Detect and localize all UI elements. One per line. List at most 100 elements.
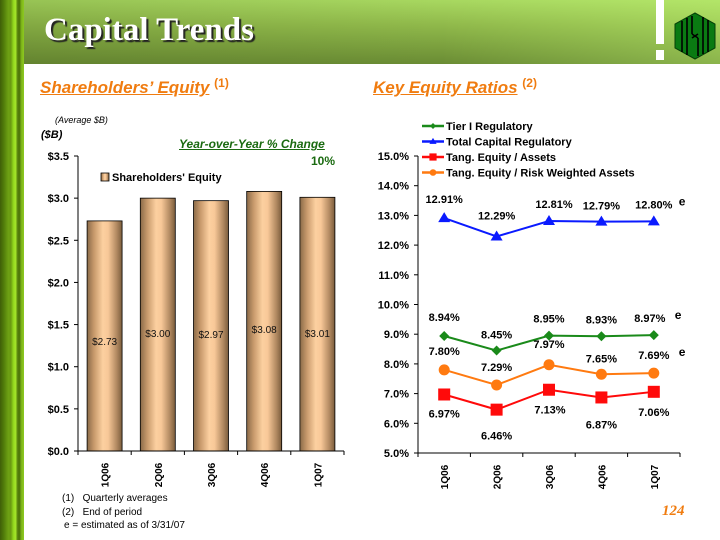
line-y-tick-label: 9.0% bbox=[384, 329, 409, 341]
legend-entry: Total Capital Regulatory bbox=[422, 137, 573, 149]
line-y-tick-label: 10.0% bbox=[378, 300, 409, 312]
bar-data-label: $3.08 bbox=[252, 325, 277, 336]
bar-x-tick-label: 2Q06 bbox=[154, 462, 165, 487]
legend-swatch bbox=[100, 172, 110, 182]
data-label: 6.46% bbox=[481, 431, 512, 443]
bar-y-tick-label: $0.5 bbox=[48, 404, 69, 416]
square-marker bbox=[429, 153, 437, 161]
data-label: 6.87% bbox=[586, 419, 617, 431]
bar-data-label: $3.00 bbox=[145, 329, 170, 340]
legend-entry: Tang. Equity / Assets bbox=[422, 152, 556, 164]
bar-y-tick-label: $1.5 bbox=[48, 320, 69, 332]
bar-y-tick-label: $3.0 bbox=[48, 193, 69, 205]
diamond-marker bbox=[491, 345, 502, 356]
bar-legend: Shareholders' Equity bbox=[100, 172, 222, 184]
series-total-capital-regulatory: 12.91% 12.29% 12.81% 12.79% 12.80% e bbox=[426, 194, 686, 241]
key-equity-ratios-title: Key Equity Ratios bbox=[373, 78, 518, 97]
triangle-marker bbox=[647, 215, 660, 226]
circle-marker bbox=[429, 169, 437, 176]
footnote-1-marker: (1) bbox=[62, 493, 75, 504]
footnote-estimated: e = estimated as of 3/31/07 bbox=[64, 520, 185, 531]
bar-data-label: $3.01 bbox=[305, 329, 330, 340]
series-tang-equity-assets: 6.97% 6.46% 7.13% 6.87% 7.06% bbox=[429, 383, 670, 443]
circle-marker bbox=[491, 379, 503, 391]
line-x-tick-label: 4Q06 bbox=[597, 464, 608, 489]
diamond-marker bbox=[430, 123, 436, 129]
bar-y-tick-label: $3.5 bbox=[48, 151, 69, 163]
estimated-marker: e bbox=[679, 194, 686, 208]
legend-label: Tang. Equity / Risk Weighted Assets bbox=[446, 168, 635, 180]
circle-marker bbox=[595, 368, 607, 380]
legend-marker bbox=[429, 137, 437, 144]
bar-y-tick-label: $2.5 bbox=[48, 235, 69, 247]
data-label: 12.79% bbox=[583, 201, 621, 213]
decorative-sidebar bbox=[0, 0, 24, 540]
data-label: 7.13% bbox=[534, 405, 565, 417]
legend-marker bbox=[429, 169, 437, 176]
yoy-change-label: Year-over-Year % Change bbox=[179, 137, 325, 151]
data-label: 8.93% bbox=[586, 314, 617, 326]
average-subtitle: (Average $B) bbox=[55, 115, 108, 125]
square-marker bbox=[543, 383, 555, 396]
header-banner bbox=[24, 0, 720, 64]
data-label: 8.94% bbox=[429, 312, 460, 324]
estimated-marker: e bbox=[675, 308, 682, 322]
diamond-marker bbox=[439, 330, 450, 341]
line-x-tick-label: 2Q06 bbox=[493, 464, 504, 489]
data-label: 12.91% bbox=[426, 194, 464, 206]
legend-label: Total Capital Regulatory bbox=[446, 137, 573, 149]
line-y-tick-label: 14.0% bbox=[378, 181, 409, 193]
shareholders-equity-heading: Shareholders’ Equity (1) bbox=[40, 76, 229, 98]
key-equity-ratios-heading: Key Equity Ratios (2) bbox=[373, 76, 537, 98]
line-y-tick-label: 11.0% bbox=[378, 270, 409, 282]
data-label: 12.81% bbox=[535, 199, 573, 211]
footnote-1: (1) Quarterly averages bbox=[62, 493, 168, 504]
bar bbox=[193, 200, 229, 452]
legend-label: Tang. Equity / Assets bbox=[446, 152, 556, 164]
line-x-tick-label: 1Q07 bbox=[650, 464, 661, 489]
line-y-tick-label: 7.0% bbox=[384, 389, 409, 401]
triangle-marker bbox=[490, 230, 503, 241]
page-title: Capital Trends bbox=[44, 12, 254, 48]
line-y-tick-label: 13.0% bbox=[378, 210, 409, 222]
data-label: 7.29% bbox=[481, 362, 512, 374]
line-y-tick-label: 6.0% bbox=[384, 418, 409, 430]
data-label: 7.97% bbox=[533, 339, 564, 351]
bar bbox=[246, 190, 283, 452]
bar bbox=[299, 196, 336, 452]
bar-data-label: $2.73 bbox=[92, 337, 117, 348]
bar-y-tick-label: $0.0 bbox=[48, 446, 69, 458]
data-label: 7.65% bbox=[586, 353, 617, 365]
series-tang-equity-risk-weighted-assets: 7.80% 7.29% 7.97% 7.65% 7.69% e bbox=[429, 339, 686, 391]
data-label: 12.29% bbox=[478, 210, 516, 222]
diamond-marker bbox=[544, 330, 554, 341]
footnote-2: (2) End of period bbox=[62, 507, 142, 518]
decorative-bar bbox=[656, 0, 664, 44]
series-tier-i-regulatory: 8.94% 8.45% 8.95% 8.93% 8.97% e bbox=[429, 308, 682, 356]
page-number: 124 bbox=[662, 503, 685, 519]
legend-entry: Tang. Equity / Risk Weighted Assets bbox=[422, 168, 635, 180]
diamond-marker bbox=[648, 330, 659, 341]
circle-marker bbox=[438, 364, 450, 376]
legend-label: Shareholders' Equity bbox=[112, 172, 222, 184]
data-label: 7.06% bbox=[638, 407, 669, 419]
bar bbox=[139, 197, 176, 452]
triangle-marker bbox=[595, 215, 608, 226]
data-label: 8.45% bbox=[481, 330, 512, 342]
square-marker bbox=[490, 403, 503, 416]
data-label: 7.80% bbox=[429, 346, 460, 358]
legend-marker bbox=[430, 123, 436, 129]
footnote-ref-1: (1) bbox=[214, 76, 229, 90]
legend-marker bbox=[429, 153, 437, 161]
line-y-tick-label: 5.0% bbox=[384, 448, 409, 460]
header-shading bbox=[24, 0, 720, 64]
line-y-tick-label: 12.0% bbox=[378, 240, 409, 252]
circle-marker bbox=[543, 359, 555, 371]
footnote-ref-2: (2) bbox=[522, 76, 537, 90]
yoy-change-value: 10% bbox=[311, 154, 336, 168]
bar-x-tick-label: 3Q06 bbox=[207, 462, 218, 487]
line-y-tick-label: 8.0% bbox=[384, 359, 409, 371]
key-equity-ratios-chart: Tier I Regulatory Total Capital Regulator… bbox=[378, 121, 686, 489]
decorative-dot bbox=[656, 50, 664, 60]
company-logo-icon bbox=[674, 12, 716, 60]
